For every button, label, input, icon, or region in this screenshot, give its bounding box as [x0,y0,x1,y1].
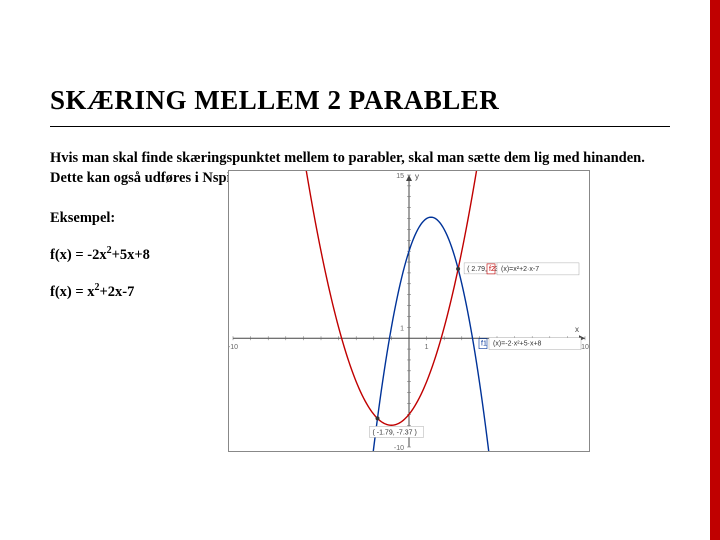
svg-text:(x)=x²+2·x-7: (x)=x²+2·x-7 [501,266,539,273]
formula-2-prefix: f(x) = x [50,284,95,300]
page-title: SKÆRING MELLEM 2 PARABLER [50,85,670,116]
accent-bar [710,0,720,540]
formula-1: f(x) = -2x2+5x+8 [50,245,210,264]
svg-text:f2: f2 [489,266,495,273]
example-label: Eksempel: [50,210,210,227]
svg-text:y: y [415,172,419,181]
svg-text:( -1.79, -7.37 ): ( -1.79, -7.37 ) [372,430,416,437]
formula-2: f(x) = x2+2x-7 [50,282,210,301]
parabola-chart: xy-10110-10115( 2.79, 6.37 )( -1.79, -7.… [229,171,589,451]
title-underline [50,126,670,127]
svg-text:10: 10 [581,344,589,351]
svg-text:1: 1 [425,344,429,351]
svg-text:x: x [575,325,579,334]
svg-text:15: 15 [396,173,404,180]
svg-text:f1: f1 [481,341,487,348]
svg-text:-10: -10 [394,445,404,451]
formula-1-prefix: f(x) = -2x [50,247,107,263]
slide-content: SKÆRING MELLEM 2 PARABLER Hvis man skal … [0,0,720,452]
left-column: Eksempel: f(x) = -2x2+5x+8 f(x) = x2+2x-… [50,210,210,452]
formula-1-suffix: +5x+8 [112,247,150,263]
formula-2-suffix: +2x-7 [100,284,135,300]
chart-container: xy-10110-10115( 2.79, 6.37 )( -1.79, -7.… [228,170,590,452]
svg-text:-10: -10 [229,344,238,351]
content-row: Eksempel: f(x) = -2x2+5x+8 f(x) = x2+2x-… [50,210,670,452]
svg-text:1: 1 [400,325,404,332]
svg-text:(x)=-2·x²+5·x+8: (x)=-2·x²+5·x+8 [493,341,542,348]
